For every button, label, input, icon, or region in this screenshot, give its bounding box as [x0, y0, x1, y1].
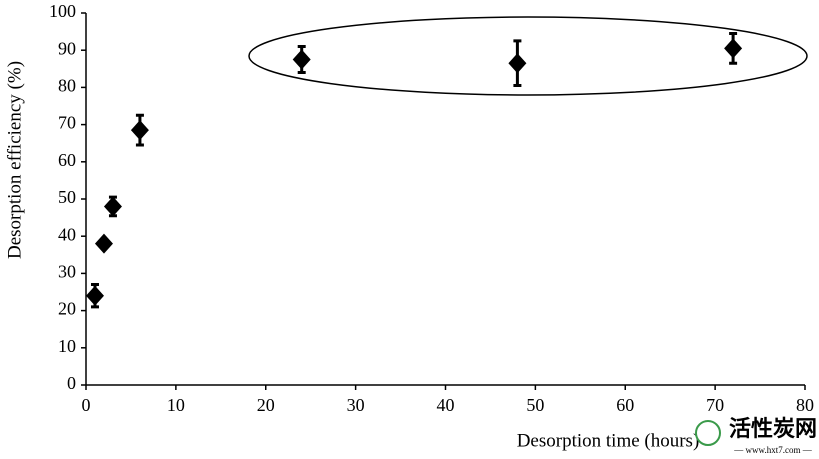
x-tick-label: 50	[526, 395, 544, 415]
y-tick-label: 40	[58, 224, 76, 244]
y-tick-label: 60	[58, 150, 76, 170]
x-tick-label: 20	[257, 395, 275, 415]
y-axis-label: Desorption efficiency (%)	[4, 61, 25, 259]
y-tick-label: 0	[67, 373, 76, 393]
x-tick-label: 70	[706, 395, 724, 415]
y-tick-label: 90	[58, 38, 76, 58]
y-tick-label: 70	[58, 113, 76, 133]
x-tick-label: 60	[616, 395, 634, 415]
y-tick-label: 50	[58, 187, 76, 207]
x-tick-label: 10	[167, 395, 185, 415]
watermark-title: 活性炭网	[729, 416, 817, 442]
data-point	[94, 233, 113, 254]
y-tick-label: 10	[58, 336, 76, 356]
y-tick-label: 20	[58, 299, 76, 319]
y-tick-label: 30	[58, 262, 76, 282]
x-tick-label: 40	[437, 395, 455, 415]
y-tick-label: 80	[58, 76, 76, 96]
data-point	[508, 53, 527, 74]
data-point	[130, 120, 149, 141]
data-point	[724, 38, 743, 59]
x-axis-label: Desorption time (hours)	[517, 430, 700, 451]
y-tick-label: 100	[49, 1, 76, 21]
watermark-logo	[695, 420, 721, 446]
highlight-ellipse	[248, 16, 808, 96]
data-point	[292, 49, 311, 70]
x-tick-label: 30	[347, 395, 365, 415]
data-point	[85, 285, 104, 306]
x-tick-label: 0	[82, 395, 91, 415]
data-point	[103, 196, 122, 217]
watermark-url: — www.hxt7.com —	[733, 445, 812, 455]
x-tick-label: 80	[796, 395, 814, 415]
